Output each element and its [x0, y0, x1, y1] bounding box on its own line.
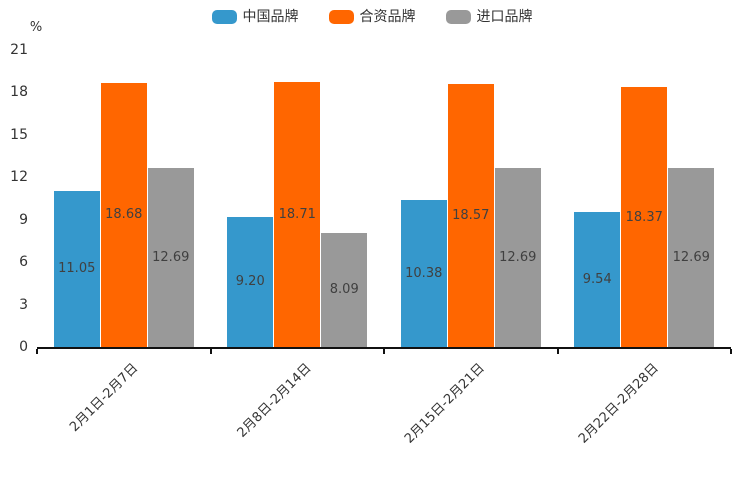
- bar: 18.37: [621, 87, 668, 347]
- y-axis-tick-label: 0: [19, 339, 28, 355]
- legend-item[interactable]: 中国品牌: [211, 9, 299, 25]
- x-axis-tick: [730, 349, 732, 354]
- bar-value-label: 11.05: [58, 261, 96, 277]
- x-axis-category-label: 2月15日-2月21日: [402, 360, 489, 447]
- bar: 11.05: [53, 190, 100, 347]
- bar-value-label: 12.69: [672, 249, 710, 265]
- legend-swatch-icon: [445, 10, 471, 24]
- y-axis-tick-label: 18: [10, 84, 28, 101]
- bar: 18.57: [447, 84, 494, 347]
- x-axis-tick: [36, 349, 38, 354]
- bar-value-label: 18.37: [625, 209, 663, 225]
- bar: 8.09: [321, 232, 368, 347]
- legend-item-label: 中国品牌: [242, 9, 299, 25]
- legend: 中国品牌 合资品牌 进口品牌: [0, 9, 744, 25]
- y-axis-tick-label: 21: [10, 42, 28, 58]
- legend-item[interactable]: 合资品牌: [328, 9, 416, 25]
- y-axis-tick-label: 9: [19, 211, 28, 228]
- y-axis-tick-label: 6: [19, 254, 28, 271]
- bar-value-label: 18.71: [278, 207, 316, 223]
- bar-value-label: 9.54: [582, 272, 612, 288]
- x-axis-tick: [209, 349, 212, 354]
- y-axis-tick-label: 3: [19, 296, 28, 313]
- x-axis-labels: 2月1日-2月7日 2月8日-2月14日 2月15日-2月21日 2月22日-2月28…: [37, 358, 731, 458]
- bar: 12.69: [494, 167, 541, 347]
- x-axis-tick: [556, 349, 559, 354]
- bar-value-label: 10.38: [405, 266, 443, 282]
- bar-value-label: 9.20: [235, 274, 265, 290]
- x-axis-category-label: 2月8日-2月14日: [234, 360, 315, 441]
- bar: 18.68: [100, 82, 147, 347]
- bar: 18.71: [274, 82, 321, 347]
- x-axis-category-label: 2月1日-2月7日: [67, 360, 142, 435]
- y-axis-tick-label: 12: [10, 169, 28, 186]
- x-axis-tick: [383, 349, 385, 354]
- bar-value-label: 12.69: [152, 249, 190, 265]
- y-axis-unit-label: %: [29, 20, 43, 35]
- bar-value-label: 18.68: [105, 207, 143, 223]
- legend-item-label: 合资品牌: [359, 9, 416, 25]
- x-axis-category-label: 2月22日-2月28日: [575, 360, 662, 447]
- legend-swatch-icon: [211, 10, 237, 24]
- plot-area: 11.05 18.68 12.69 9.20 18.71 8.09 10.38 18.57 12…: [36, 50, 732, 354]
- legend-item[interactable]: 进口品牌: [445, 9, 533, 25]
- legend-item-label: 进口品牌: [476, 9, 533, 25]
- bar-value-label: 8.09: [329, 282, 359, 298]
- bar: 9.54: [574, 212, 621, 347]
- bar: 12.69: [668, 167, 715, 347]
- bar-value-label: 12.69: [499, 249, 537, 265]
- bar: 10.38: [400, 200, 447, 347]
- bar: 9.20: [227, 216, 274, 347]
- bar-value-label: 18.57: [452, 208, 490, 224]
- bar: 12.69: [147, 167, 194, 347]
- legend-swatch-icon: [328, 10, 354, 24]
- y-axis-tick-label: 15: [10, 126, 28, 143]
